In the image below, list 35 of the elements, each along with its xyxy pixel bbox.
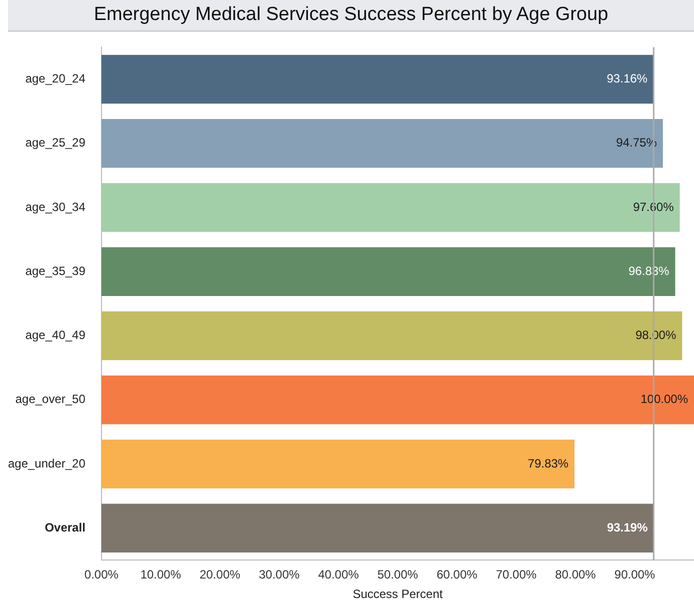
- data-label: 93.19%: [606, 520, 648, 534]
- bar: [101, 376, 694, 424]
- bar: [101, 247, 676, 296]
- x-axis-title: Success Percent: [352, 587, 444, 602]
- bar: [101, 504, 654, 553]
- y-tick-label: age_30_34: [25, 200, 86, 214]
- data-label: 79.83%: [528, 456, 569, 470]
- x-tick-label: 80.00%: [555, 568, 596, 582]
- x-tick-label: 90.00%: [614, 568, 656, 582]
- y-tick-label: age_over_50: [15, 392, 86, 406]
- data-label: 97.60%: [633, 200, 674, 214]
- bar: [101, 183, 680, 232]
- chart-title: Emergency Medical Services Success Percent by Age Group: [8, 0, 694, 32]
- bar: [101, 311, 682, 360]
- y-tick-label: age_25_29: [25, 136, 86, 150]
- bar: [101, 119, 663, 168]
- data-label: 100.00%: [640, 392, 688, 406]
- y-tick-label: age_20_24: [25, 72, 86, 86]
- x-tick-label: 30.00%: [258, 568, 300, 582]
- x-tick-label: 10.00%: [140, 568, 182, 582]
- data-label: 93.16%: [606, 72, 648, 86]
- bar: [101, 440, 574, 488]
- data-label: 98.00%: [635, 328, 676, 342]
- x-tick-label: 60.00%: [436, 568, 478, 582]
- x-tick-label: 50.00%: [377, 568, 418, 582]
- x-tick-label: 0.00%: [84, 568, 119, 582]
- data-label: 96.83%: [628, 264, 670, 278]
- y-tick-label: age_under_20: [8, 456, 86, 470]
- x-tick-label: 20.00%: [200, 568, 241, 582]
- x-tick-label: 40.00%: [318, 568, 360, 582]
- y-tick-label: age_35_39: [25, 264, 86, 278]
- y-tick-label: age_40_49: [25, 328, 86, 342]
- y-tick-label: Overall: [44, 520, 86, 534]
- bar: [101, 54, 654, 104]
- x-tick-label: 70.00%: [496, 568, 537, 582]
